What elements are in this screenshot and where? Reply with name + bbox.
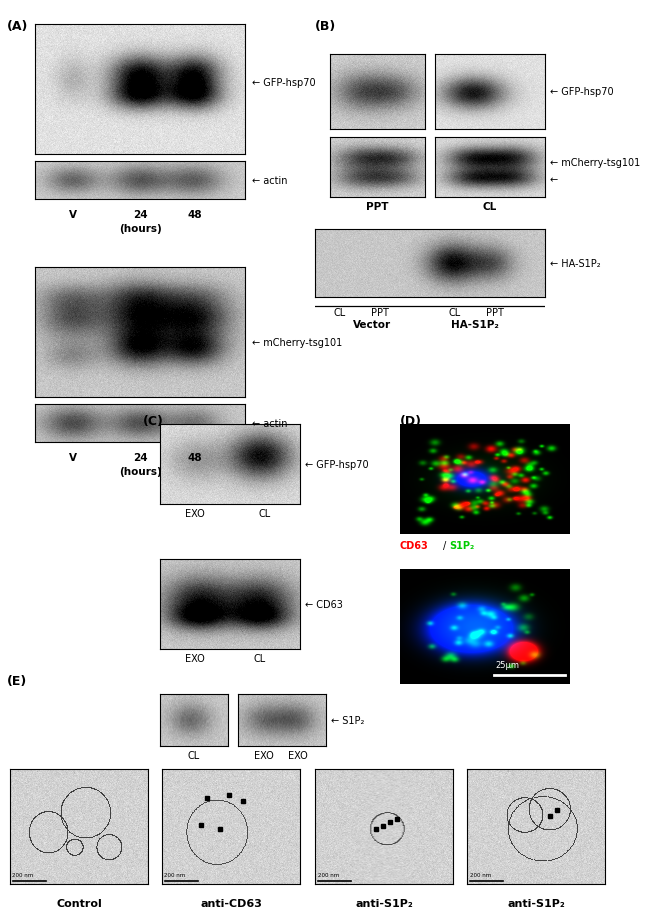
Text: ← mCherry-tsg101: ← mCherry-tsg101 [550, 158, 640, 168]
Text: ← GFP-hsp70: ← GFP-hsp70 [550, 87, 614, 97]
Text: 200 nm: 200 nm [469, 873, 491, 877]
Text: 200 nm: 200 nm [12, 873, 34, 877]
Text: (B): (B) [315, 20, 337, 33]
Text: ← S1P₂: ← S1P₂ [331, 715, 365, 725]
Text: ←: ← [550, 175, 558, 185]
Text: V: V [69, 210, 77, 220]
Text: 24: 24 [133, 210, 148, 220]
Text: ← GFP-hsp70: ← GFP-hsp70 [252, 78, 315, 88]
Text: CL: CL [483, 201, 497, 211]
Text: ← HA-S1P₂: ← HA-S1P₂ [550, 259, 601, 269]
Text: anti-S1P₂: anti-S1P₂ [507, 898, 565, 908]
Text: (D): (D) [400, 415, 422, 427]
Text: PPT: PPT [366, 201, 388, 211]
Text: 200 nm: 200 nm [317, 873, 339, 877]
Text: (C): (C) [143, 415, 164, 427]
Text: EXO: EXO [254, 750, 274, 760]
Text: CL: CL [334, 308, 346, 318]
Text: 200 nm: 200 nm [164, 873, 186, 877]
Text: EXO: EXO [185, 653, 205, 663]
Text: PPT: PPT [486, 308, 504, 318]
Text: Control: Control [56, 898, 102, 908]
Text: /: / [443, 540, 447, 550]
Text: ← actin: ← actin [252, 176, 287, 186]
Text: ← mCherry-tsg101: ← mCherry-tsg101 [252, 338, 342, 348]
Text: V: V [69, 453, 77, 463]
Text: CL: CL [259, 508, 271, 518]
Text: CD63: CD63 [400, 540, 429, 550]
Text: (E): (E) [6, 674, 27, 687]
Text: PPT: PPT [371, 308, 389, 318]
Text: 25μm: 25μm [496, 660, 520, 670]
Text: CL: CL [188, 750, 200, 760]
Text: CL: CL [254, 653, 266, 663]
Text: ← CD63: ← CD63 [305, 599, 343, 609]
Text: 48: 48 [187, 210, 202, 220]
Text: Vector: Vector [353, 320, 391, 330]
Text: anti-S1P₂: anti-S1P₂ [355, 898, 413, 908]
Text: 48: 48 [187, 453, 202, 463]
Text: CL: CL [449, 308, 461, 318]
Text: (hours): (hours) [118, 466, 161, 476]
Text: HA-S1P₂: HA-S1P₂ [451, 320, 499, 330]
Text: S1P₂: S1P₂ [449, 540, 474, 550]
Text: EXO: EXO [288, 750, 308, 760]
Text: (hours): (hours) [118, 224, 161, 234]
Text: anti-CD63: anti-CD63 [200, 898, 262, 908]
Text: 24: 24 [133, 453, 148, 463]
Text: (A): (A) [6, 20, 28, 33]
Text: ← actin: ← actin [252, 418, 287, 428]
Text: EXO: EXO [185, 508, 205, 518]
Text: ← GFP-hsp70: ← GFP-hsp70 [305, 459, 369, 469]
